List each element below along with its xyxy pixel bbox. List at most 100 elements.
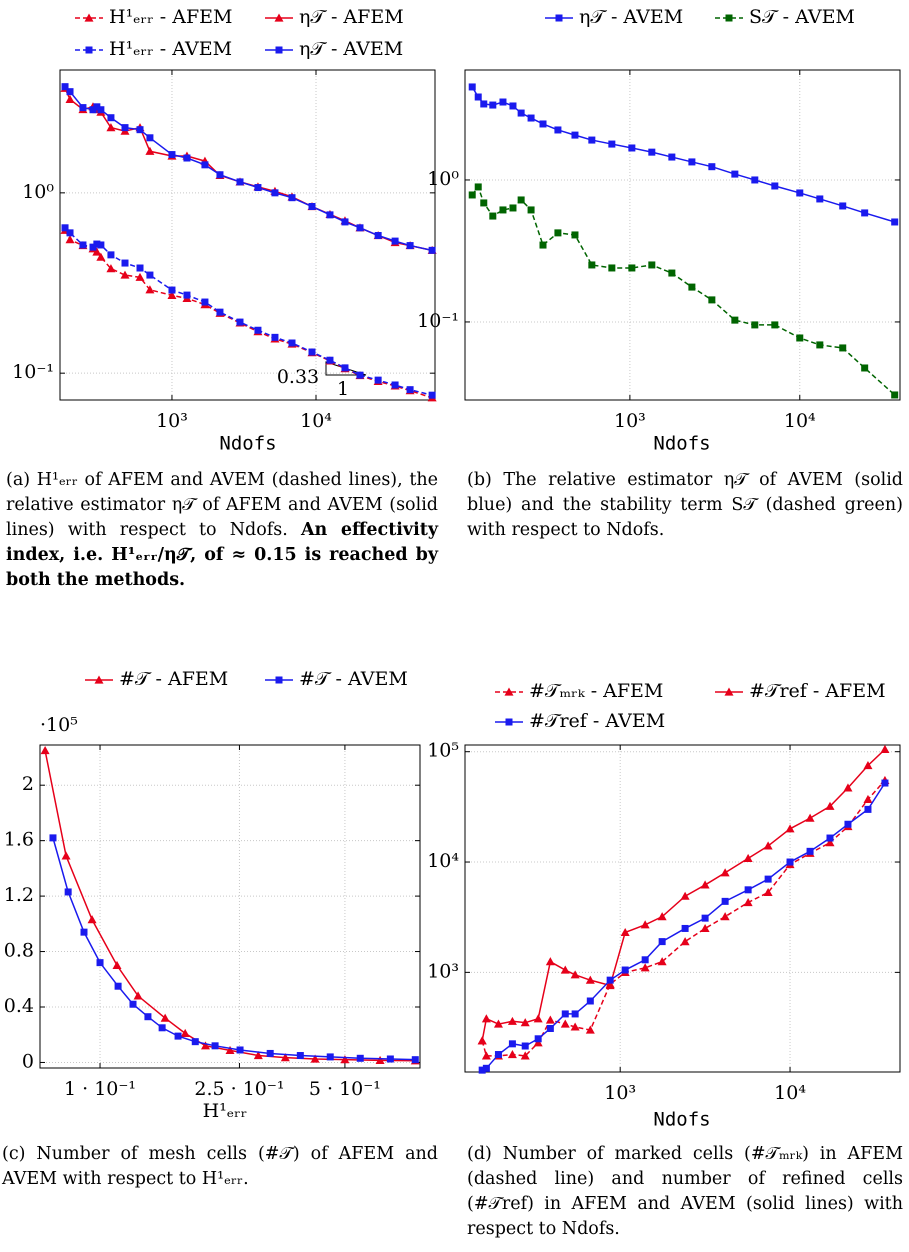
marker: [700, 880, 710, 889]
y-tick-label: 10⁻¹: [417, 310, 459, 332]
marker: [136, 264, 144, 272]
marker: [481, 1014, 491, 1023]
marker: [478, 1066, 486, 1074]
marker: [825, 801, 835, 810]
marker: [545, 957, 555, 966]
marker: [146, 134, 154, 142]
x-axis-label: Ndofs: [653, 1109, 710, 1131]
marker: [236, 318, 244, 326]
y-tick-label: 0.8: [4, 940, 34, 962]
marker: [489, 212, 497, 220]
marker: [571, 1010, 579, 1018]
annotation: 1: [337, 378, 349, 400]
marker: [477, 1036, 487, 1045]
marker: [482, 1064, 490, 1072]
marker: [375, 1055, 385, 1064]
caption-c: (c) Number of mesh cells (#𝒯) of AFEM an…: [2, 1144, 438, 1189]
marker: [288, 339, 296, 347]
marker: [135, 272, 145, 281]
marker: [411, 1056, 419, 1064]
marker: [534, 1035, 542, 1043]
marker: [65, 235, 75, 244]
marker: [786, 858, 794, 866]
marker: [891, 391, 899, 399]
legend-marker: [275, 676, 283, 684]
marker: [731, 316, 739, 324]
y-tick-label: 2: [22, 773, 34, 795]
marker: [216, 308, 224, 316]
marker: [509, 102, 517, 110]
marker: [61, 224, 69, 232]
marker: [481, 1051, 491, 1060]
series-line: [44, 750, 416, 1062]
marker: [839, 202, 847, 210]
marker: [89, 106, 97, 114]
marker: [585, 975, 595, 984]
legend-label: #𝒯ref - AFEM: [749, 680, 886, 702]
marker: [174, 1032, 182, 1040]
marker: [826, 834, 834, 842]
marker: [480, 100, 488, 108]
marker: [391, 237, 399, 245]
marker: [720, 868, 730, 877]
y-tick-label: 10⁴: [427, 850, 459, 872]
marker: [391, 381, 399, 389]
marker: [657, 957, 667, 966]
marker: [92, 247, 102, 256]
legend-label: #𝒯 - AVEM: [299, 668, 408, 690]
marker: [120, 270, 130, 279]
marker: [61, 83, 69, 91]
marker: [386, 1055, 394, 1063]
marker: [468, 191, 476, 199]
marker: [825, 838, 835, 847]
x-tick-label: 5 · 10⁻¹: [309, 1078, 381, 1100]
marker: [721, 897, 729, 905]
marker: [688, 158, 696, 166]
marker: [863, 794, 873, 803]
marker: [861, 209, 869, 217]
marker: [688, 283, 696, 291]
marker: [146, 271, 154, 279]
x-tick-label: 10⁴: [774, 1082, 806, 1104]
marker: [271, 333, 279, 341]
marker: [356, 224, 364, 232]
y-multiplier: ·10⁵: [40, 714, 78, 736]
caption-d: (d) Number of marked cells (#𝒯ₘᵣₖ) in AF…: [467, 1144, 903, 1239]
plot-frame: [59, 69, 436, 401]
marker: [864, 805, 872, 813]
marker: [489, 101, 497, 109]
marker: [533, 1014, 543, 1023]
marker: [521, 1042, 529, 1050]
marker: [216, 171, 224, 179]
marker: [66, 88, 74, 96]
marker: [620, 927, 630, 937]
marker: [507, 1050, 517, 1059]
marker: [64, 888, 72, 896]
marker: [480, 199, 488, 207]
marker: [326, 356, 334, 364]
series-line: [64, 86, 433, 252]
marker: [160, 1013, 170, 1022]
marker: [406, 386, 414, 394]
marker: [236, 1046, 244, 1054]
marker: [97, 106, 105, 114]
plot-frame: [464, 744, 901, 1073]
marker: [608, 264, 616, 272]
marker: [167, 290, 177, 299]
marker: [112, 960, 122, 970]
marker: [356, 1054, 364, 1062]
y-tick-label: 1.2: [4, 884, 34, 906]
marker: [225, 1045, 235, 1054]
marker: [805, 813, 815, 822]
marker: [585, 1025, 595, 1034]
marker: [796, 189, 804, 197]
marker: [191, 1038, 199, 1046]
marker: [668, 153, 676, 161]
series-line: [471, 185, 896, 396]
marker: [133, 991, 143, 1000]
marker: [517, 196, 525, 204]
legend-label: #𝒯ₘᵣₖ - AFEM: [529, 680, 663, 702]
marker: [763, 887, 773, 897]
marker: [428, 391, 436, 399]
